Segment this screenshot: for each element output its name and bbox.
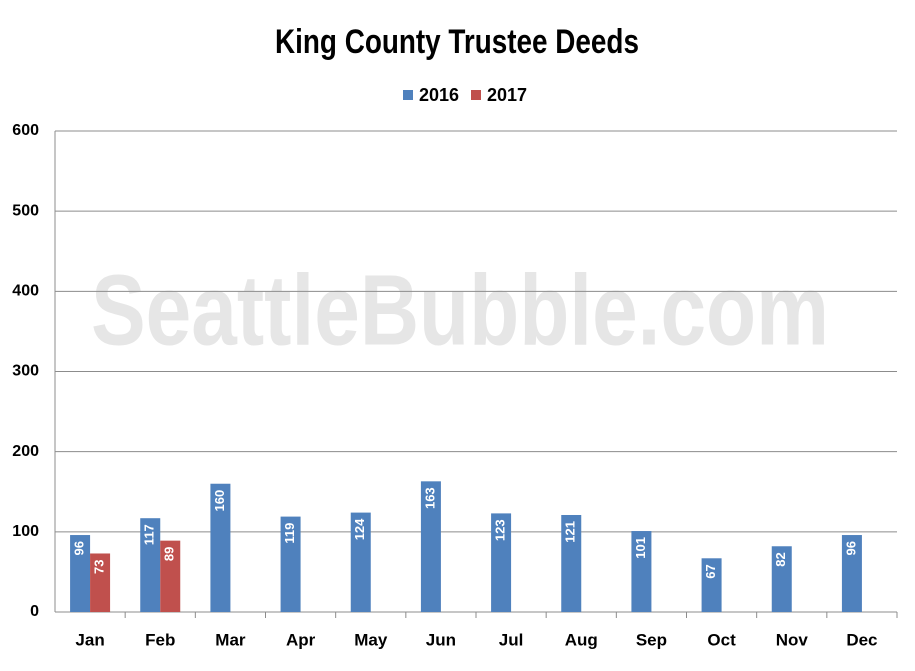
value-label: 67 <box>703 564 718 578</box>
value-label: 121 <box>563 521 578 543</box>
value-label: 96 <box>843 541 858 555</box>
value-label: 160 <box>212 490 227 512</box>
x-tick-label: Jun <box>426 630 456 649</box>
bar <box>420 481 441 612</box>
value-label: 119 <box>282 523 297 544</box>
y-tick-label: 500 <box>12 202 39 219</box>
chart-title: King County Trustee Deeds <box>275 22 639 60</box>
y-tick-label: 400 <box>12 283 39 300</box>
value-label: 163 <box>422 487 437 509</box>
value-label: 101 <box>633 537 648 559</box>
x-tick-label: Dec <box>846 630 877 649</box>
x-tick-label: Sep <box>636 630 667 649</box>
value-label: 89 <box>162 547 177 561</box>
y-tick-label: 200 <box>12 443 39 460</box>
value-label: 123 <box>493 519 508 541</box>
bar <box>160 540 181 612</box>
bar <box>491 513 512 612</box>
bar <box>841 535 862 612</box>
value-label: 96 <box>72 541 87 555</box>
bar <box>280 516 301 612</box>
x-tick-label: Jul <box>499 630 524 649</box>
bar <box>90 553 111 612</box>
y-tick-label: 0 <box>30 603 39 620</box>
x-tick-label: Feb <box>145 630 175 649</box>
value-label: 73 <box>92 559 107 573</box>
value-label: 117 <box>142 524 157 545</box>
watermark: SeattleBubble.com <box>91 255 829 367</box>
x-tick-label: Nov <box>776 630 809 649</box>
bar <box>631 531 652 612</box>
legend-swatch <box>471 90 481 100</box>
bar <box>210 483 231 612</box>
x-tick-label: May <box>354 630 388 649</box>
y-tick-label: 300 <box>12 363 39 380</box>
bar <box>561 514 582 612</box>
x-tick-label: Jan <box>75 630 104 649</box>
bar <box>701 558 722 612</box>
value-label: 124 <box>352 518 367 540</box>
x-tick-label: Mar <box>215 630 246 649</box>
legend-label: 2016 <box>419 85 459 105</box>
x-tick-label: Apr <box>286 630 316 649</box>
y-tick-label: 100 <box>12 523 39 540</box>
bar <box>350 512 371 612</box>
bar <box>140 518 161 612</box>
value-label: 82 <box>773 552 788 566</box>
x-tick-label: Aug <box>565 630 598 649</box>
x-tick-label: Oct <box>707 630 736 649</box>
y-tick-label: 600 <box>12 122 39 139</box>
legend-label: 2017 <box>487 85 527 105</box>
legend-swatch <box>403 90 413 100</box>
bar <box>70 535 91 612</box>
bar <box>771 546 792 612</box>
